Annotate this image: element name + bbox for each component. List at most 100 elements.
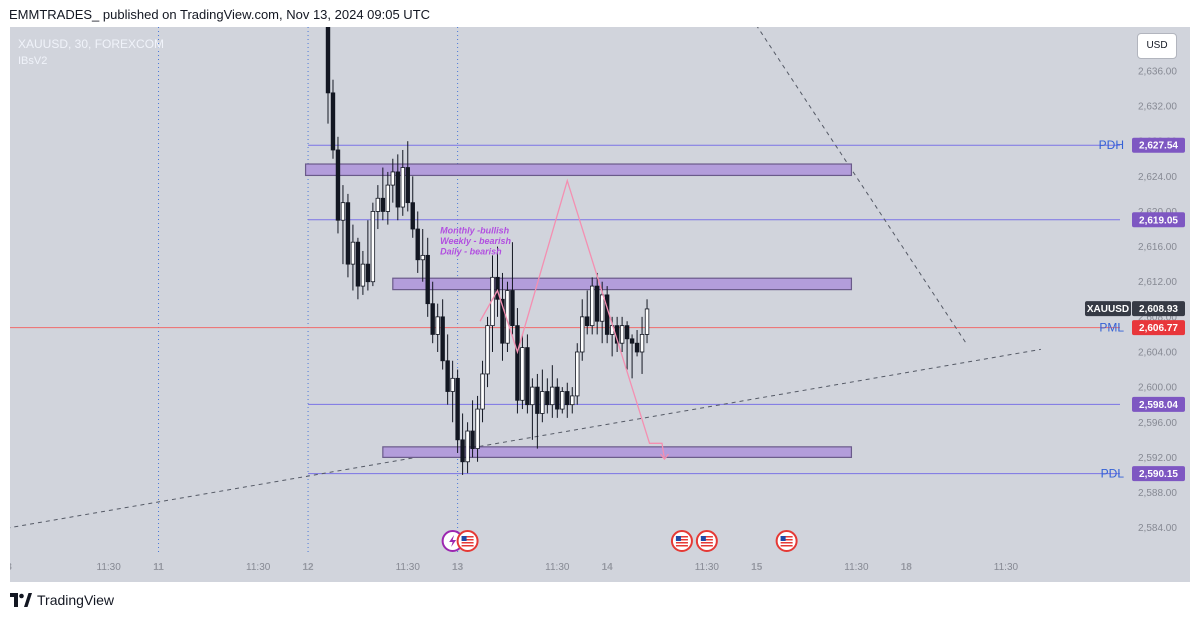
level-badge: 2,619.05 — [1139, 215, 1178, 226]
pml-badge: 2,606.77 — [1139, 323, 1178, 334]
candle-body — [530, 386, 535, 406]
candle-body — [480, 373, 485, 410]
time-tick: 11:30 — [396, 562, 421, 573]
candle-body — [325, 27, 331, 94]
flag-stripe — [675, 542, 688, 544]
candle-body — [624, 325, 630, 340]
candle-body — [495, 276, 500, 300]
candle-body — [580, 316, 585, 353]
projection-arrowhead — [659, 453, 669, 461]
us-flag-icon — [695, 530, 718, 552]
candle-body — [370, 211, 376, 283]
time-tick: 11:30 — [844, 562, 869, 573]
trendline — [10, 348, 1041, 529]
price-tick: 2,592.00 — [1138, 453, 1177, 464]
time-tick: 11 — [153, 562, 164, 573]
price-tick: 2,600.00 — [1138, 383, 1177, 394]
level-badge: 2,590.15 — [1139, 469, 1178, 480]
candle-body — [619, 325, 625, 344]
candle-body — [430, 303, 435, 335]
pml-name: PML — [1099, 321, 1124, 335]
price-tick: 2,612.00 — [1138, 277, 1177, 288]
candle-body — [535, 386, 540, 414]
candle-body — [550, 386, 555, 406]
candle-body — [475, 408, 480, 450]
candle-body — [590, 285, 595, 327]
flag-stripe — [675, 536, 688, 538]
last-price-badge: 2,608.93 — [1139, 304, 1178, 315]
time-tick: 11:30 — [545, 562, 570, 573]
candle-body — [340, 202, 346, 221]
candle-body — [485, 325, 490, 375]
flag-stripe — [700, 542, 713, 544]
flag-stripe — [700, 539, 713, 541]
candle-body — [330, 92, 336, 151]
candle-body — [560, 391, 565, 410]
price-tick: 2,608.00 — [1138, 312, 1177, 323]
event-icons — [441, 530, 798, 552]
lightning-glyph-icon — [449, 535, 457, 547]
candle-body — [460, 439, 465, 463]
level-badge: 2,627.54 — [1139, 141, 1178, 152]
bias-note: Daily - bearish — [440, 246, 502, 256]
us-flag-icon — [670, 530, 693, 552]
candle-body — [540, 391, 545, 414]
time-tick: 18 — [901, 562, 913, 573]
last-price-badge-bg — [1132, 301, 1185, 317]
candle-body — [365, 263, 371, 283]
candle-body — [360, 263, 366, 287]
flag-stripe — [461, 536, 474, 538]
indicator-label[interactable]: IBsV2 — [18, 55, 48, 67]
time-tick: 13 — [452, 562, 464, 573]
flag-stripe — [780, 536, 793, 538]
pml-badge-bg — [1132, 320, 1185, 336]
time-tick: 11:30 — [97, 562, 122, 573]
price-scale: 2,636.002,632.002,628.002,624.002,620.00… — [1138, 66, 1177, 534]
flag-stripe — [675, 545, 688, 547]
candle-body — [345, 202, 351, 265]
candle-body — [350, 241, 356, 265]
brand-name: TradingView — [37, 592, 115, 608]
tradingview-logo-icon — [10, 593, 32, 607]
time-tick: 11:30 — [246, 562, 271, 573]
flag-canton — [700, 536, 706, 541]
level-badge: 2,598.04 — [1139, 400, 1178, 411]
candle-body — [435, 316, 440, 335]
symbol-line[interactable]: XAUUSD, 30, FOREXCOM — [18, 37, 165, 51]
candle-body — [599, 294, 605, 322]
footer: TradingView — [10, 590, 114, 610]
candle-body — [629, 338, 635, 344]
candle-body — [525, 347, 530, 406]
projection-line — [479, 178, 666, 460]
candle-body — [470, 430, 475, 449]
candle-body — [585, 316, 590, 327]
level-name: PDL — [1101, 467, 1125, 481]
us-flag-icon — [456, 530, 479, 552]
candle-body — [410, 202, 415, 230]
level-lines — [10, 144, 1120, 475]
flag-stripe — [780, 542, 793, 544]
candle-body — [639, 334, 645, 353]
candle-body — [400, 167, 405, 208]
symbol-badge-bg — [1085, 301, 1131, 317]
candles — [325, 27, 650, 475]
chart-pane[interactable]: Monthly -bullish Weekly - bearish Daily - … — [10, 27, 1190, 582]
candle-body — [450, 377, 455, 392]
price-tick: 2,636.00 — [1138, 66, 1177, 77]
candle-body — [604, 294, 610, 335]
level-badge-bg — [1132, 137, 1185, 153]
currency-button[interactable]: USD — [1137, 33, 1177, 59]
flag-canton — [461, 536, 467, 541]
session-separators — [158, 27, 459, 554]
candle-body — [465, 430, 470, 463]
candle-body — [594, 285, 600, 322]
publish-caption: EMMTRADES_ published on TradingView.com,… — [9, 7, 431, 22]
level-badge-bg — [1132, 466, 1185, 482]
candle-body — [510, 290, 515, 327]
candle-body — [500, 298, 505, 344]
candle-body — [440, 316, 445, 362]
candle-body — [415, 228, 420, 261]
candle-body — [515, 325, 520, 401]
